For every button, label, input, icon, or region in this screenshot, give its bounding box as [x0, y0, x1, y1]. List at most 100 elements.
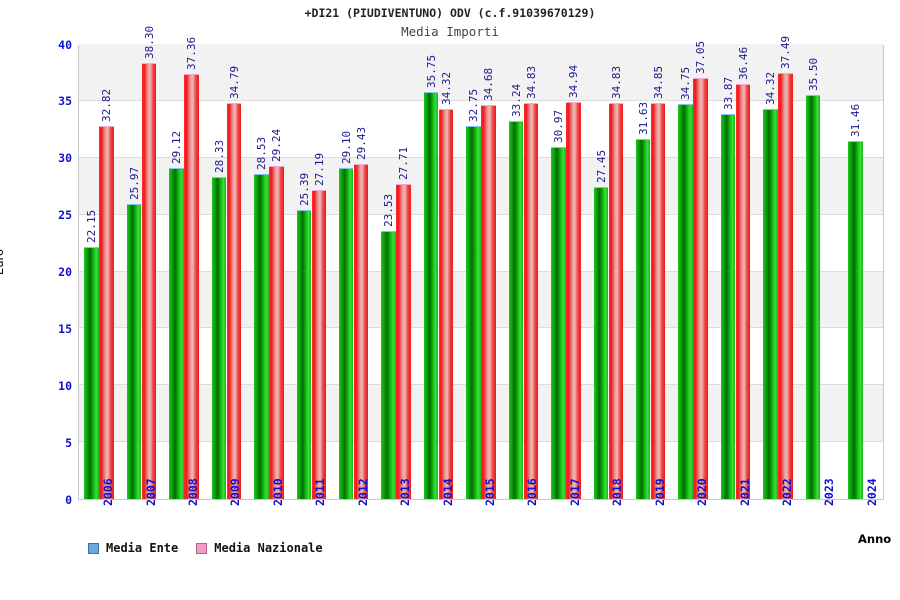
bar-media-ente-2008[interactable] — [169, 167, 184, 499]
x-axis-tick-label-2010: 2010 — [270, 478, 285, 506]
x-axis-tick-label-2009: 2009 — [228, 478, 243, 506]
bar-value-label: 37.36 — [185, 36, 199, 71]
x-axis-tick-label-2006: 2006 — [101, 478, 116, 506]
bar-value-label: 34.79 — [227, 66, 241, 100]
bar-media-ente-2012[interactable] — [338, 168, 354, 499]
bar-media-ente-2011[interactable] — [296, 210, 312, 499]
x-axis-tick-label-2022: 2022 — [779, 478, 794, 506]
bar-value-label: 34.32 — [439, 71, 453, 105]
bar-value-label: 27.19 — [312, 152, 326, 186]
bar-value-label: 35.75 — [424, 55, 438, 89]
bar-media-ente-2017[interactable] — [551, 146, 566, 499]
chart-legend: Media Ente Media Nazionale — [88, 541, 323, 555]
y-axis-ticks: 0 5 10 15 20 25 30 35 40 — [8, 39, 72, 505]
bar-value-label: 38.30 — [142, 26, 156, 60]
bar-value-label: 37.49 — [779, 35, 793, 69]
bar-media-nazionale-2015[interactable] — [481, 104, 496, 499]
bar-value-label: 31.63 — [636, 102, 650, 136]
bar-media-ente-2006[interactable] — [84, 247, 99, 499]
bar-value-label: 25.97 — [127, 166, 141, 200]
bar-value-label: 36.46 — [736, 47, 750, 81]
bar-media-nazionale-2012[interactable] — [353, 164, 369, 499]
bar-value-label: 29.10 — [339, 130, 353, 164]
bar-value-label: 28.33 — [212, 139, 226, 173]
bar-value-label: 34.32 — [764, 71, 778, 105]
bar-value-label: 34.85 — [651, 65, 665, 99]
bar-value-label: 22.15 — [85, 209, 99, 244]
bar-value-label: 33.87 — [721, 76, 735, 110]
x-axis-tick-label-2007: 2007 — [143, 478, 158, 506]
bar-media-ente-2020[interactable] — [678, 103, 693, 499]
y-axis-tick-label: 40 — [58, 37, 72, 52]
bar-value-label: 25.39 — [297, 173, 311, 207]
legend-item-media-ente[interactable]: Media Ente — [88, 541, 178, 555]
bar-media-ente-2019[interactable] — [635, 139, 651, 499]
legend-item-media-nazionale[interactable]: Media Nazionale — [196, 541, 323, 555]
plot-area: 22.15 32.82 25.97 38.30 29.12 37.36 28.33 34.79… — [78, 26, 884, 500]
bar-media-ente-2014[interactable] — [423, 92, 439, 499]
bar-media-ente-2010[interactable] — [254, 174, 269, 499]
x-axis-tick-label-2011: 2011 — [313, 478, 328, 506]
bar-media-nazionale-2009[interactable] — [226, 103, 242, 499]
bar-media-nazionale-2010[interactable] — [269, 166, 284, 499]
plot-band — [79, 44, 883, 101]
bar-media-nazionale-2022[interactable] — [778, 72, 793, 499]
bar-value-label: 35.50 — [806, 58, 820, 92]
x-axis-tick-label-2018: 2018 — [610, 478, 625, 506]
bar-media-ente-2013[interactable] — [381, 231, 396, 499]
bar-media-nazionale-2014[interactable] — [438, 108, 454, 499]
y-axis-tick-label: 20 — [58, 265, 72, 279]
x-axis-tick-label-2024: 2024 — [864, 478, 879, 506]
bar-media-ente-2022[interactable] — [763, 108, 778, 499]
bar-value-label: 32.82 — [100, 88, 114, 122]
x-axis-tick-label-2017: 2017 — [567, 478, 582, 506]
bar-media-nazionale-2011[interactable] — [311, 189, 327, 499]
bar-media-nazionale-2008[interactable] — [184, 74, 199, 499]
bar-value-label: 34.68 — [482, 67, 496, 101]
y-axis-tick-label: 15 — [58, 321, 72, 336]
bar-value-label: 34.94 — [567, 64, 581, 98]
grid-line — [79, 156, 883, 158]
bar-media-ente-2023[interactable] — [805, 95, 821, 499]
bar-value-label: 34.75 — [679, 66, 693, 100]
bar-media-nazionale-2007[interactable] — [141, 63, 157, 499]
bar-media-nazionale-2021[interactable] — [735, 84, 751, 499]
chart-title: +DI21 (PIUDIVENTUNO) ODV (c.f.9103967012… — [304, 6, 596, 20]
grid-line — [79, 384, 883, 386]
bar-media-ente-2016[interactable] — [508, 120, 524, 499]
bar-value-label: 27.71 — [397, 146, 411, 180]
bar-media-ente-2018[interactable] — [593, 186, 608, 499]
bar-media-nazionale-2019[interactable] — [650, 102, 666, 499]
x-axis-tick-label-2013: 2013 — [398, 478, 413, 506]
y-axis-tick-label: 25 — [58, 208, 72, 223]
bar-media-ente-2024[interactable] — [848, 141, 863, 499]
chart-subtitle: Media Importi — [401, 24, 499, 39]
bar-media-nazionale-2018[interactable] — [608, 102, 623, 499]
y-axis-tick-label: 35 — [58, 94, 72, 109]
x-axis-tick-label-2020: 2020 — [695, 478, 710, 506]
bar-media-nazionale-2016[interactable] — [523, 102, 539, 499]
bar-value-label: 31.46 — [849, 104, 863, 138]
bar-media-ente-2015[interactable] — [466, 126, 481, 499]
bar-value-label: 33.24 — [509, 83, 523, 117]
bar-media-ente-2009[interactable] — [211, 176, 227, 499]
bar-media-ente-2021[interactable] — [720, 113, 736, 499]
y-axis-tick-label: 10 — [58, 378, 72, 393]
bar-media-nazionale-2013[interactable] — [396, 183, 411, 499]
bar-value-label: 34.83 — [609, 65, 623, 99]
legend-swatch-icon-media-nazionale — [196, 542, 208, 554]
x-axis-title: Anno — [858, 532, 892, 546]
x-axis-tick-label-2021: 2021 — [737, 478, 752, 506]
bar-media-nazionale-2006[interactable] — [99, 125, 114, 499]
y-axis-tick-label: 5 — [65, 435, 72, 450]
bar-media-nazionale-2020[interactable] — [693, 77, 708, 499]
grid-line — [79, 441, 883, 443]
bar-media-nazionale-2017[interactable] — [566, 101, 581, 499]
bar-value-label: 30.97 — [552, 109, 566, 143]
bar-value-label: 27.45 — [594, 149, 608, 183]
x-axis-tick-label-2008: 2008 — [186, 478, 201, 506]
bar-media-ente-2007[interactable] — [126, 203, 142, 499]
grid-line — [79, 270, 883, 272]
legend-swatch-icon-media-ente — [88, 542, 99, 554]
